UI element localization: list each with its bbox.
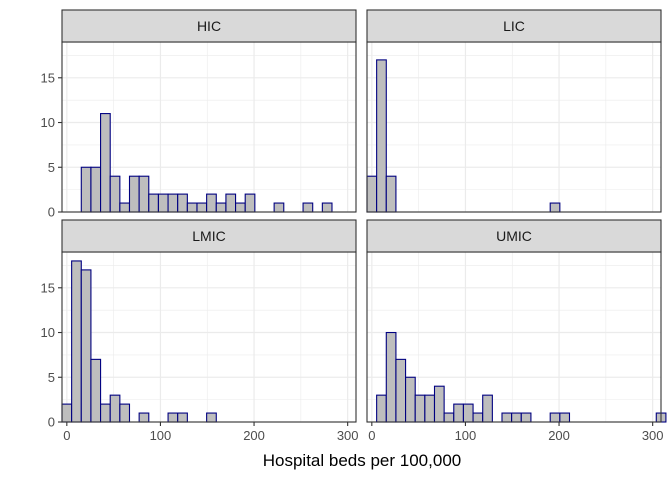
y-tick-label: 10 [41,325,55,340]
histogram-bar [177,193,188,213]
histogram-bar [177,412,188,423]
histogram-bar [206,412,217,423]
histogram-bar [61,403,73,423]
histogram-bar [138,412,150,423]
histogram-bar [376,59,387,213]
panel-background-umic [367,252,661,422]
x-tick-label: 300 [642,428,664,443]
panel-background-lic [367,42,661,212]
facet-strip-lic [366,9,662,43]
histogram-bar [235,202,246,213]
facet-strip-umic [366,219,662,253]
histogram-bar [80,166,92,213]
y-tick-label: 15 [41,280,55,295]
x-axis-title: Hospital beds per 100,000 [263,451,461,470]
histogram-bar [453,403,464,423]
histogram-bar [148,193,159,213]
y-tick-label: 0 [48,205,55,220]
histogram-bar [302,202,314,213]
histogram-bar [244,193,256,213]
histogram-bar [71,260,82,423]
histogram-bar [482,394,493,423]
histogram-bar [395,358,407,423]
x-tick-label: 0 [368,428,375,443]
y-tick-label: 0 [48,415,55,430]
facet-label-lic: LIC [503,18,525,34]
y-tick-label: 10 [41,115,55,130]
histogram-bar [109,175,121,213]
histogram-bar [157,193,169,213]
histogram-bar [549,412,561,423]
x-tick-label: 0 [63,428,70,443]
panel-background-lmic [62,252,356,422]
histogram-bar [100,403,111,423]
histogram-bar [167,412,179,423]
x-tick-label: 300 [337,428,359,443]
histogram-bar [433,385,445,423]
facet-label-hic: HIC [197,18,221,34]
histogram-bar [443,412,455,423]
histogram-bar [109,394,121,423]
histogram-bar [520,412,532,423]
x-tick-label: 100 [455,428,477,443]
x-tick-label: 200 [548,428,570,443]
histogram-bar [273,202,285,213]
histogram-bar [167,193,179,213]
histogram-bar [424,394,436,423]
y-tick-label: 5 [48,160,55,175]
histogram-bar [472,412,484,423]
histogram-bar [128,175,140,213]
histogram-bar [186,202,198,213]
histogram-bar [119,403,131,423]
histogram-bar [225,193,237,213]
histogram-bar [100,113,111,213]
histogram-bar [90,358,102,423]
x-tick-label: 200 [243,428,265,443]
facet-label-umic: UMIC [496,228,532,244]
histogram-bar [511,412,522,423]
histogram-bar [559,412,571,423]
histogram-bar [119,202,131,213]
y-tick-label: 15 [41,70,55,85]
histogram-bar [501,412,513,423]
facet-strip-lmic [61,219,357,253]
histogram-bar [321,202,333,213]
histogram-bar [376,394,387,423]
histogram-bar [196,202,208,213]
histogram-bar [385,331,397,423]
x-tick-label: 100 [150,428,172,443]
histogram-bar [215,202,227,213]
histogram-bar [366,175,378,213]
histogram-bar [405,376,416,423]
y-tick-label: 5 [48,370,55,385]
histogram-bar [385,175,397,213]
histogram-bar [549,202,561,213]
facet-strip-hic [61,9,357,43]
histogram-bar [206,193,217,213]
facet-label-lmic: LMIC [192,228,225,244]
histogram-bar [462,403,474,423]
histogram-bar [80,269,92,423]
histogram-bar [414,394,426,423]
histogram-bar [138,175,150,213]
histogram-bar [90,166,102,213]
